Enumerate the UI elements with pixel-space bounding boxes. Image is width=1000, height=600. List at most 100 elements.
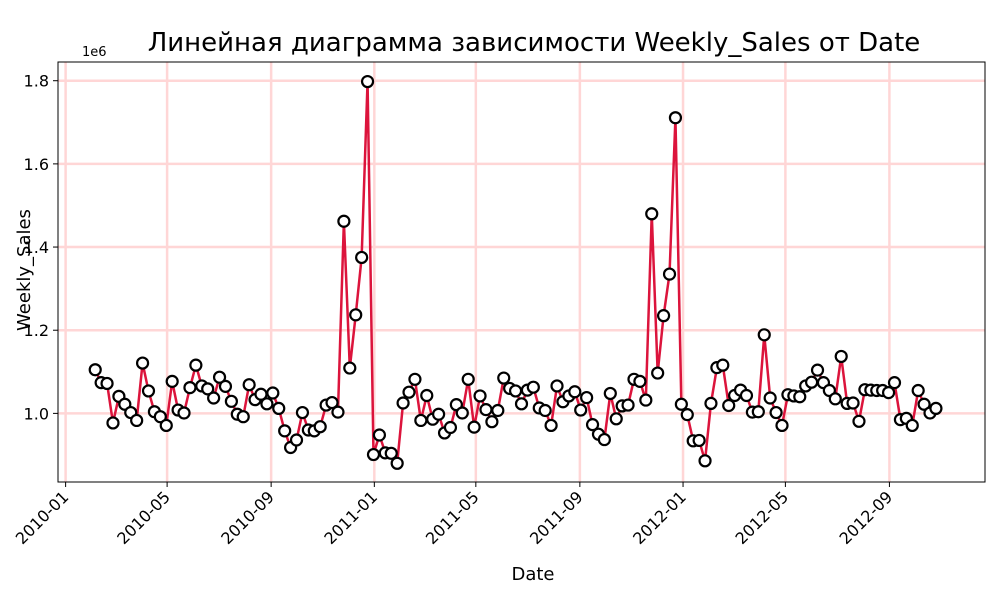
data-point	[177, 406, 191, 420]
y-tick-label: 1.6	[24, 155, 49, 174]
data-point	[467, 420, 481, 434]
data-point	[544, 418, 558, 433]
data-point	[432, 407, 446, 421]
data-point	[260, 397, 274, 411]
data-point	[272, 401, 286, 415]
y-axis-label: Weekly_Sales	[14, 209, 35, 331]
data-point	[674, 397, 688, 411]
data-point	[106, 416, 120, 430]
data-point	[911, 383, 925, 398]
data-point	[793, 390, 807, 404]
data-point	[680, 408, 694, 422]
data-point	[568, 385, 582, 399]
data-point	[141, 384, 156, 398]
data-point	[384, 446, 398, 460]
series-markers	[88, 74, 943, 470]
data-point	[769, 405, 783, 420]
data-point	[242, 378, 256, 392]
data-point	[550, 379, 564, 393]
data-point	[130, 413, 144, 428]
data-point	[514, 397, 529, 411]
data-point	[414, 413, 428, 428]
data-point	[846, 396, 860, 410]
data-point	[757, 328, 771, 342]
y-tick-label: 1.0	[24, 404, 49, 423]
data-point	[692, 433, 706, 448]
y-tick-label: 1.8	[24, 72, 49, 91]
data-point	[159, 418, 173, 433]
data-point	[905, 418, 919, 433]
data-point	[224, 394, 238, 408]
data-point	[526, 380, 540, 394]
data-point	[420, 388, 434, 403]
data-point	[266, 386, 280, 400]
data-point	[201, 382, 215, 396]
data-point	[852, 414, 866, 428]
data-point	[805, 375, 819, 389]
data-point	[881, 385, 896, 400]
data-point	[189, 358, 203, 372]
data-point	[739, 388, 754, 403]
data-point	[355, 250, 369, 265]
data-point	[491, 403, 505, 418]
data-point	[479, 403, 493, 417]
data-point	[337, 214, 351, 228]
data-point	[289, 433, 304, 447]
data-point	[597, 432, 611, 447]
plot-frame	[57, 61, 986, 483]
data-point	[656, 309, 671, 323]
data-point	[497, 371, 511, 385]
data-point	[183, 381, 197, 395]
data-point	[366, 447, 381, 462]
data-point	[662, 267, 677, 281]
data-point	[135, 356, 150, 370]
data-point	[775, 418, 789, 433]
data-point	[455, 406, 469, 420]
data-point	[313, 420, 327, 434]
data-point	[645, 207, 659, 221]
data-point	[603, 386, 617, 401]
y-offset-label: 1e6	[82, 45, 107, 60]
data-point	[887, 376, 902, 390]
data-point	[574, 403, 588, 417]
data-point	[443, 420, 458, 435]
data-point	[236, 410, 250, 424]
data-point	[917, 397, 931, 411]
chart-title: Линейная диаграмма зависимости Weekly_Sa…	[148, 28, 921, 58]
data-point	[929, 401, 943, 415]
data-point	[668, 111, 683, 125]
data-point	[325, 395, 339, 410]
data-point	[360, 74, 375, 89]
data-point	[810, 363, 825, 377]
data-point	[343, 361, 357, 375]
data-point	[639, 393, 653, 407]
data-point	[396, 396, 410, 410]
data-point	[473, 389, 487, 403]
data-point	[609, 412, 623, 426]
data-point	[834, 349, 848, 364]
data-point	[278, 424, 292, 438]
data-point	[331, 405, 345, 419]
data-point	[402, 385, 416, 399]
data-point	[698, 454, 712, 468]
data-point	[585, 418, 600, 432]
data-point	[349, 308, 363, 322]
data-point	[100, 376, 114, 391]
data-point	[538, 403, 552, 418]
x-axis-label: Date	[511, 564, 554, 585]
data-point	[390, 456, 404, 470]
data-point	[165, 374, 179, 388]
data-point	[212, 370, 227, 384]
data-point	[485, 415, 499, 429]
data-point	[207, 391, 221, 405]
data-point	[461, 372, 475, 386]
data-point	[751, 405, 765, 419]
data-point	[295, 405, 310, 420]
data-point	[218, 379, 233, 393]
y-tick-label: 1.4	[24, 238, 49, 257]
data-point	[763, 391, 777, 405]
data-point	[408, 372, 422, 386]
data-point	[828, 392, 842, 406]
axes-frame	[57, 61, 986, 483]
